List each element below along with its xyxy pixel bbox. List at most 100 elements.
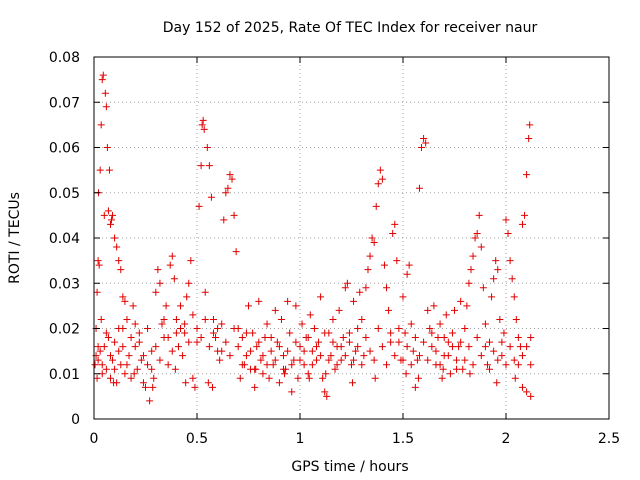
data-point (96, 166, 104, 174)
data-point (261, 334, 269, 342)
data-point (453, 356, 461, 364)
data-point (494, 266, 502, 274)
y-tick-label: 0 (71, 412, 80, 428)
data-point (104, 207, 112, 215)
data-point (512, 315, 520, 323)
data-point (255, 297, 263, 305)
data-point (121, 370, 129, 378)
data-point (420, 338, 428, 346)
data-point (329, 315, 337, 323)
data-point (481, 320, 489, 328)
data-point (117, 266, 125, 274)
data-point (273, 338, 281, 346)
data-point (391, 220, 399, 228)
data-point (444, 352, 452, 360)
data-point (319, 374, 327, 382)
data-point (97, 315, 105, 323)
data-point (393, 257, 401, 265)
data-point (473, 334, 481, 342)
data-point (368, 234, 376, 242)
data-point (414, 374, 422, 382)
data-point (523, 171, 531, 179)
data-point (504, 229, 512, 237)
x-tick-label: 0.5 (186, 431, 208, 447)
data-point (341, 352, 349, 360)
y-tick-label: 0.03 (49, 276, 80, 292)
data-point (422, 139, 430, 147)
data-point (267, 347, 275, 355)
data-point (325, 356, 333, 364)
data-point (354, 343, 362, 351)
data-point (436, 320, 444, 328)
data-point (442, 311, 450, 319)
data-point (366, 252, 374, 260)
data-point (245, 302, 252, 310)
data-point (483, 361, 491, 369)
x-tick-label: 2 (502, 431, 511, 447)
data-point (403, 343, 411, 351)
data-point (337, 343, 345, 351)
data-point (465, 343, 473, 351)
data-point (271, 306, 279, 314)
data-point (252, 365, 260, 373)
data-point (288, 388, 296, 396)
data-point (315, 338, 323, 346)
data-point (113, 243, 121, 251)
data-point (249, 329, 257, 337)
data-point (343, 279, 351, 287)
data-point (378, 343, 386, 351)
data-point (106, 220, 114, 228)
data-point (189, 374, 197, 382)
data-point (440, 334, 448, 342)
data-point (308, 347, 316, 355)
data-point (321, 329, 329, 337)
data-point (156, 279, 164, 287)
data-point (144, 361, 152, 369)
data-point (439, 365, 447, 373)
data-point (479, 284, 487, 292)
data-point (518, 352, 526, 360)
data-point (226, 352, 234, 360)
data-point (269, 361, 277, 369)
data-point (171, 365, 179, 373)
data-point (523, 343, 531, 351)
data-point (292, 302, 300, 310)
data-point (135, 329, 143, 337)
data-point (195, 202, 203, 210)
data-point (490, 275, 498, 283)
data-point (123, 315, 131, 323)
data-point (415, 352, 423, 360)
x-tick-label: 1.5 (392, 431, 414, 447)
data-point (111, 338, 119, 346)
data-point (152, 343, 160, 351)
data-point (331, 365, 339, 373)
data-point (428, 343, 436, 351)
data-point (527, 334, 535, 342)
x-tick-label: 1 (296, 431, 305, 447)
data-point (502, 216, 510, 224)
data-point (181, 329, 189, 337)
data-point (407, 361, 415, 369)
data-point (376, 166, 384, 174)
axis-ticks (93, 56, 610, 420)
data-point (102, 103, 110, 111)
data-point (461, 356, 469, 364)
data-point (236, 374, 244, 382)
data-point (327, 352, 335, 360)
data-point (263, 320, 271, 328)
data-point (370, 239, 378, 247)
data-point (99, 71, 107, 79)
data-point (123, 361, 131, 369)
data-point (380, 261, 388, 269)
data-point (523, 388, 531, 396)
data-point (98, 76, 106, 84)
data-point (238, 361, 246, 369)
data-point (222, 338, 230, 346)
data-point (362, 284, 370, 292)
data-point (193, 338, 201, 346)
data-point (181, 320, 189, 328)
data-point (385, 306, 393, 314)
data-point (492, 257, 500, 265)
data-point (226, 171, 234, 179)
data-point (275, 379, 283, 387)
